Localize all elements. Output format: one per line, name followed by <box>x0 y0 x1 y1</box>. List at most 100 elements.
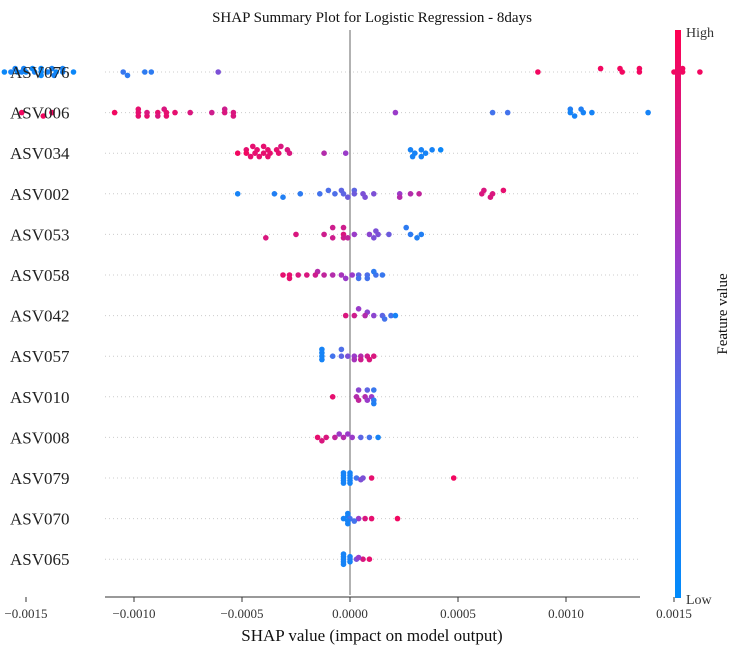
shap-point <box>580 109 587 116</box>
shap-point <box>416 191 422 197</box>
feature-label: ASV010 <box>10 388 70 407</box>
shap-point <box>111 109 118 116</box>
shap-point <box>366 356 373 363</box>
shap-point <box>21 65 27 72</box>
shap-point <box>286 150 293 156</box>
feature-label: ASV070 <box>10 510 70 529</box>
shap-point <box>336 431 343 437</box>
shap-point <box>409 153 416 160</box>
shap-point <box>418 231 425 238</box>
feature-label: ASV057 <box>10 347 70 366</box>
shap-point <box>487 194 494 200</box>
shap-point <box>358 356 364 363</box>
shap-point <box>293 231 299 238</box>
shap-point <box>636 65 643 72</box>
shap-point <box>172 109 178 116</box>
shap-point <box>321 272 327 278</box>
shap-point <box>44 69 51 75</box>
shap-point <box>280 194 286 200</box>
x-tick-label: −0.0010 <box>112 606 155 621</box>
shap-point <box>366 231 373 238</box>
x-tick-label: 0.0005 <box>440 606 476 621</box>
shap-point <box>535 69 541 75</box>
shap-point <box>351 518 358 524</box>
x-tick-label: −0.0015 <box>4 606 47 621</box>
shap-point <box>489 109 496 116</box>
shap-point <box>342 150 349 156</box>
feature-label: ASV002 <box>10 185 70 204</box>
shap-point <box>260 143 267 150</box>
shap-point <box>329 224 336 231</box>
shap-point <box>321 150 327 156</box>
shap-point <box>230 113 237 119</box>
shap-point <box>371 191 377 197</box>
shap-point <box>338 353 345 360</box>
shap-point <box>332 191 338 197</box>
shap-point <box>362 515 368 522</box>
shap-point <box>360 556 366 562</box>
shap-point <box>500 187 507 194</box>
shap-point <box>617 65 623 72</box>
shap-point <box>51 72 57 79</box>
shap-point <box>243 150 250 156</box>
shap-point <box>323 434 330 441</box>
shap-point <box>407 231 414 238</box>
shap-point <box>338 272 345 278</box>
shap-point <box>371 235 377 241</box>
shap-point <box>371 387 377 393</box>
shap-point <box>295 272 302 278</box>
shap-point <box>38 72 44 79</box>
shap-point <box>345 194 351 200</box>
shap-point <box>351 191 358 197</box>
shap-point <box>355 275 362 282</box>
shap-point <box>342 312 349 319</box>
shap-point <box>142 69 148 75</box>
scatter-points <box>1 65 703 568</box>
shap-point <box>278 143 284 150</box>
shap-point <box>362 312 368 319</box>
shap-point <box>407 147 414 153</box>
shap-point <box>215 69 221 75</box>
shap-point <box>70 69 77 75</box>
shap-point <box>275 150 282 156</box>
shap-point <box>589 109 595 116</box>
shap-point <box>368 475 375 481</box>
shap-point <box>297 191 304 197</box>
shap-point <box>345 353 351 360</box>
shap-point <box>49 65 55 72</box>
shap-point <box>418 147 425 153</box>
shap-point <box>379 272 386 278</box>
shap-point <box>371 268 377 275</box>
shap-point <box>679 65 686 72</box>
feature-label: ASV008 <box>10 428 70 447</box>
shap-point <box>340 191 347 197</box>
shap-point <box>345 431 351 437</box>
shap-point <box>234 191 241 197</box>
shap-point <box>371 312 377 319</box>
shap-point <box>364 397 371 404</box>
shap-point <box>381 316 388 322</box>
feature-label: ASV065 <box>10 550 70 569</box>
shap-point <box>340 515 347 522</box>
shap-point <box>450 475 457 481</box>
shap-point <box>347 480 353 486</box>
shap-point <box>351 312 358 319</box>
feature-label: ASV053 <box>10 225 70 244</box>
x-tick-label: 0.0000 <box>332 606 368 621</box>
shap-point <box>504 109 511 116</box>
chart-title: SHAP Summary Plot for Logistic Regressio… <box>212 10 532 26</box>
shap-point <box>155 113 161 119</box>
shap-point <box>124 72 131 79</box>
shap-point <box>321 231 327 238</box>
shap-point <box>407 191 414 197</box>
shap-point <box>329 272 336 278</box>
shap-point <box>163 113 170 119</box>
shap-point <box>271 191 278 197</box>
shap-point <box>263 235 269 241</box>
shap-point <box>329 353 336 360</box>
feature-label: ASV006 <box>10 104 70 123</box>
shap-point <box>338 346 345 353</box>
shap-point <box>40 113 47 119</box>
colorbar-title: Feature value <box>715 273 731 355</box>
shap-point <box>250 143 256 150</box>
